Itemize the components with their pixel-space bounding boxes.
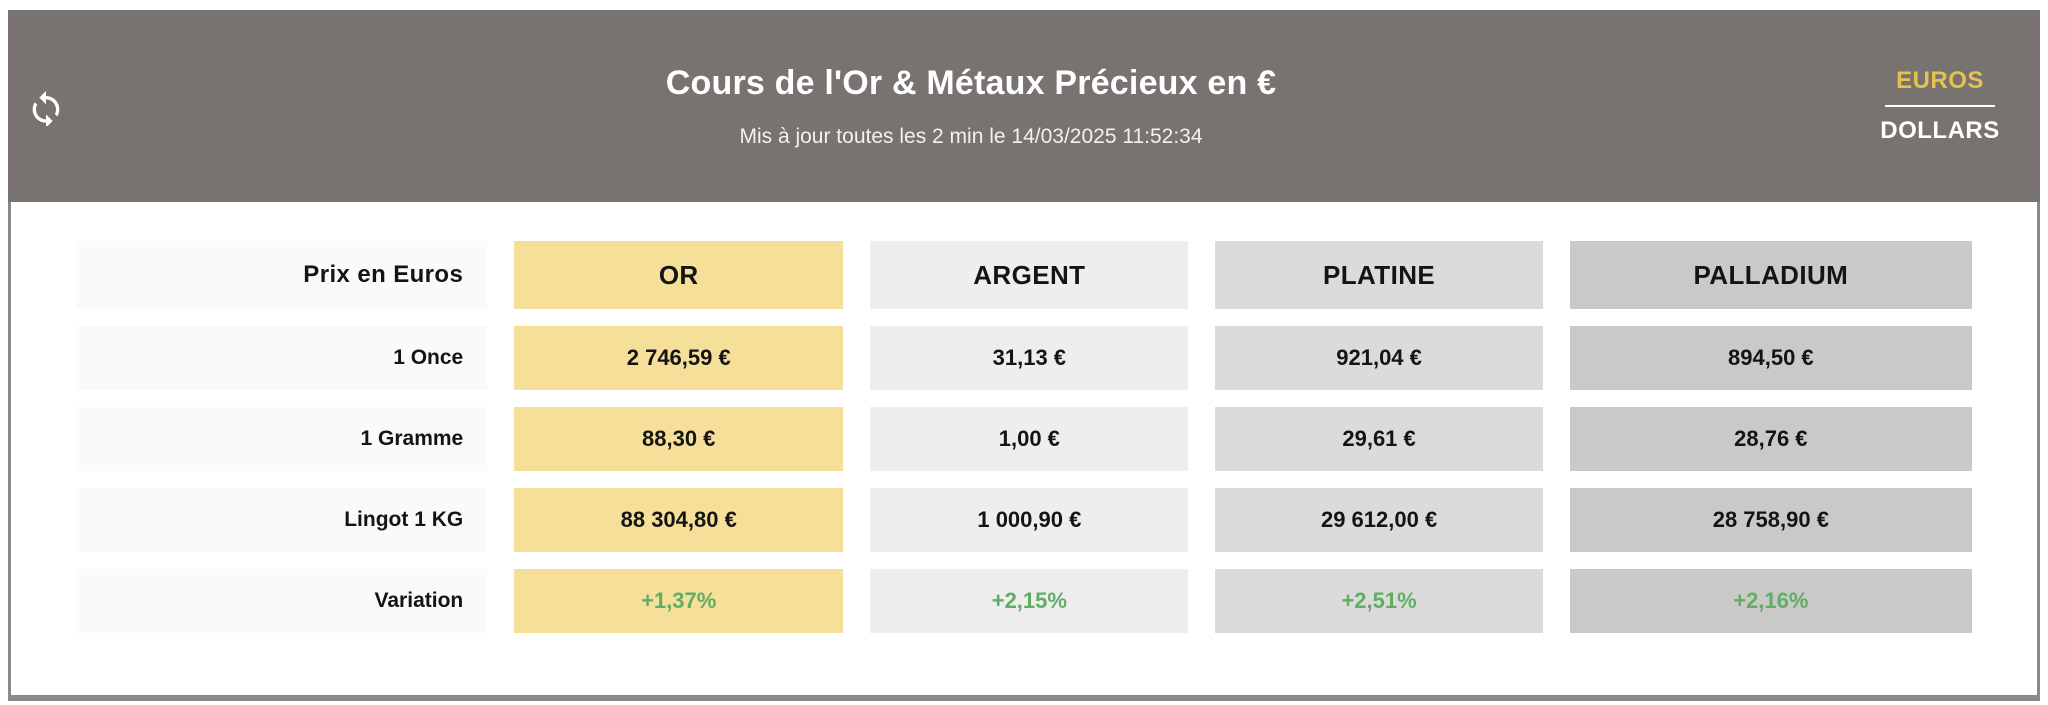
table-row-variation: Variation +1,37% +2,15% +2,51% +2,16%	[76, 569, 1972, 633]
row-label-once: 1 Once	[76, 326, 488, 390]
header-titles: Cours de l'Or & Métaux Précieux en € Mis…	[68, 64, 1874, 148]
value-argent-gramme: 1,00 €	[870, 407, 1189, 471]
table-row-gramme: 1 Gramme 88,30 € 1,00 € 29,61 € 28,76 €	[76, 407, 1972, 471]
row-label-lingot: Lingot 1 KG	[76, 488, 488, 552]
refresh-button[interactable]	[24, 84, 68, 128]
page-title: Cours de l'Or & Métaux Précieux en €	[665, 63, 1277, 102]
price-table-container: Prix en Euros OR ARGENT PLATINE PALLADIU…	[11, 202, 2037, 650]
value-argent-once: 31,13 €	[870, 326, 1189, 390]
variation-palladium: +2,16%	[1569, 569, 1972, 633]
gold-price-widget: Cours de l'Or & Métaux Précieux en € Mis…	[8, 10, 2040, 701]
value-platine-once: 921,04 €	[1215, 326, 1543, 390]
price-table: Prix en Euros OR ARGENT PLATINE PALLADIU…	[49, 224, 1999, 650]
currency-toggle: EUROS DOLLARS	[1874, 67, 2006, 146]
variation-platine: +2,51%	[1215, 569, 1543, 633]
row-label-gramme: 1 Gramme	[76, 407, 488, 471]
corner-label: Prix en Euros	[76, 241, 488, 309]
column-header-argent: ARGENT	[870, 241, 1189, 309]
currency-option-euros[interactable]: EUROS	[1896, 66, 1984, 94]
last-updated-text: Mis à jour toutes les 2 min le 14/03/202…	[739, 125, 1203, 148]
value-or-gramme: 88,30 €	[514, 407, 844, 471]
table-row-lingot: Lingot 1 KG 88 304,80 € 1 000,90 € 29 61…	[76, 488, 1972, 552]
variation-or: +1,37%	[514, 569, 844, 633]
value-palladium-gramme: 28,76 €	[1569, 407, 1972, 471]
row-label-variation: Variation	[76, 569, 488, 633]
value-or-once: 2 746,59 €	[514, 326, 844, 390]
toggle-divider	[1885, 104, 1995, 107]
value-argent-lingot: 1 000,90 €	[870, 488, 1189, 552]
value-or-lingot: 88 304,80 €	[514, 488, 844, 552]
column-header-or: OR	[514, 241, 844, 309]
currency-option-dollars[interactable]: DOLLARS	[1880, 116, 2000, 144]
variation-argent: +2,15%	[870, 569, 1189, 633]
value-platine-gramme: 29,61 €	[1215, 407, 1543, 471]
table-header-row: Prix en Euros OR ARGENT PLATINE PALLADIU…	[76, 241, 1972, 309]
value-palladium-lingot: 28 758,90 €	[1569, 488, 1972, 552]
widget-header: Cours de l'Or & Métaux Précieux en € Mis…	[8, 10, 2040, 202]
refresh-icon	[26, 86, 66, 126]
column-header-platine: PLATINE	[1215, 241, 1543, 309]
column-header-palladium: PALLADIUM	[1569, 241, 1972, 309]
table-row-once: 1 Once 2 746,59 € 31,13 € 921,04 € 894,5…	[76, 326, 1972, 390]
value-palladium-once: 894,50 €	[1569, 326, 1972, 390]
value-platine-lingot: 29 612,00 €	[1215, 488, 1543, 552]
